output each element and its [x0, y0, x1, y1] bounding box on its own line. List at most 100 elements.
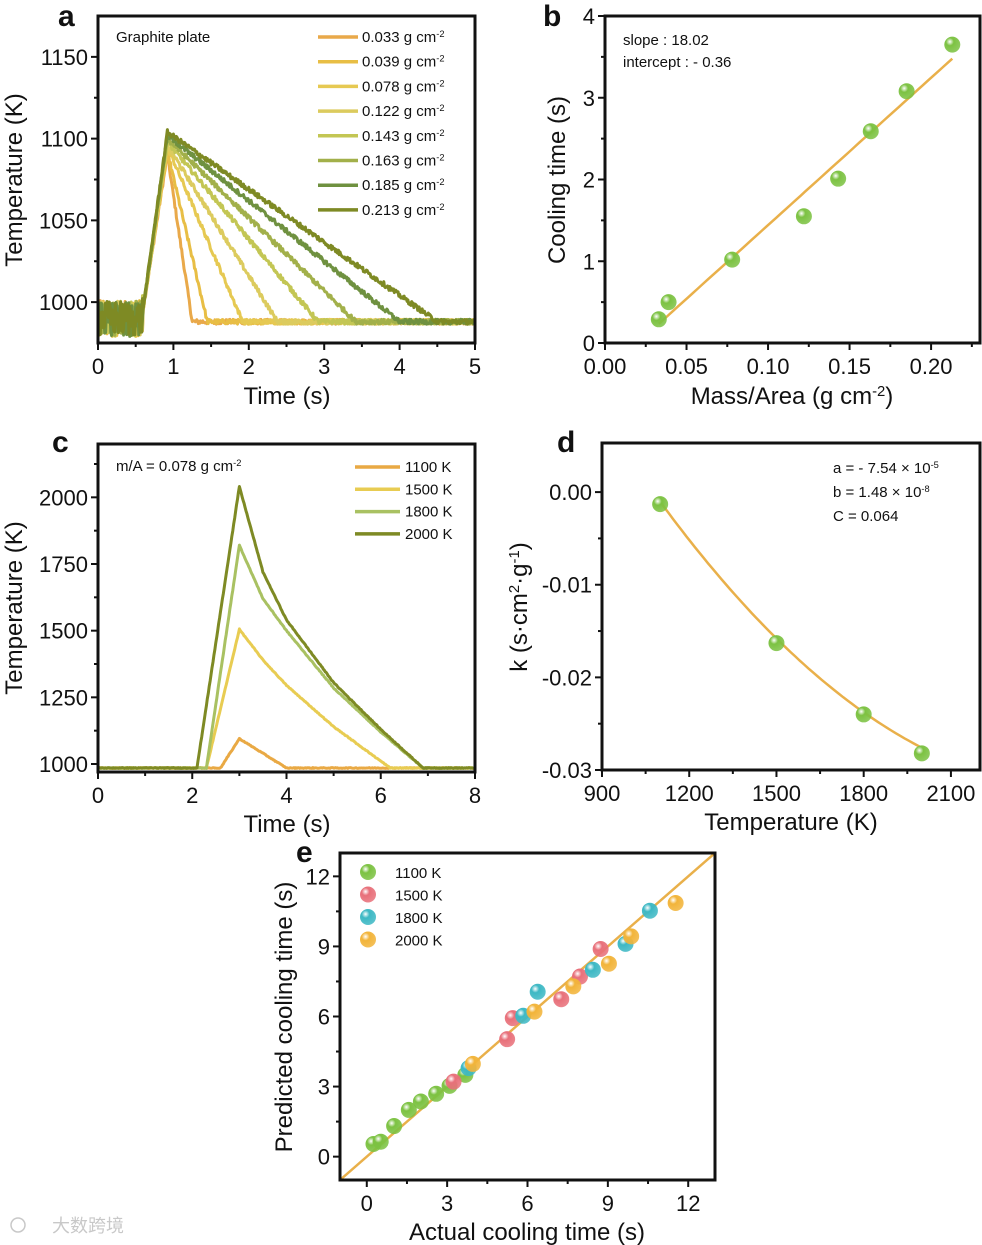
x-tick-label: 9 [602, 1191, 614, 1216]
data-point [667, 894, 684, 911]
x-tick-label: 3 [441, 1191, 453, 1216]
text-part: ) [506, 542, 533, 550]
y-axis-title: Temperature (K) [1, 93, 28, 266]
data-point [372, 1133, 389, 1150]
text-part: Actual cooling time (s) [409, 1219, 645, 1245]
legend-label: 0.185 g cm-2 [362, 177, 445, 194]
x-tick-label: 8 [469, 783, 481, 808]
data-point [795, 208, 812, 225]
text-part: Cooling time (s) [544, 96, 571, 264]
legend-label: 2000 K [405, 526, 453, 543]
data-point [584, 961, 601, 978]
data-point [600, 955, 617, 972]
data-point [898, 83, 915, 100]
fit-annotation: b = 1.48 × 10-8 [833, 484, 930, 501]
x-axis-title: Temperature (K) [704, 809, 877, 836]
data-point [855, 706, 872, 723]
series-line-7 [98, 128, 475, 337]
superscript: -2 [436, 202, 444, 212]
y-tick-label: 3 [583, 86, 595, 111]
text-part: 2000 K [405, 526, 453, 543]
x-tick-label: 12 [676, 1191, 700, 1216]
text-part: 1800 K [405, 504, 453, 521]
superscript: -2 [872, 384, 885, 400]
legend-label: 0.163 g cm-2 [362, 153, 445, 170]
legend-marker [360, 931, 376, 948]
data-point [641, 902, 658, 919]
text-part: ) [885, 383, 893, 410]
superscript: -2 [436, 153, 444, 163]
data-point [768, 635, 785, 652]
panel-a: a 0 1 2 3 4 5 1000 1050 1100 1150 Time (s) Temperatu… [1, 0, 481, 410]
text-part: Mass/Area (g cm [691, 383, 872, 410]
panel-e: e 0 3 6 9 12 0 3 6 9 12 Actual cooling time (s) Pred… [271, 836, 717, 1245]
watermark-logo: 大数跨境 [10, 1216, 124, 1236]
y-tick-label: -0.01 [542, 573, 592, 598]
panel-c: c 0 2 4 6 8 1000 1250 1500 1750 2000 Time (s) Temper… [1, 426, 481, 838]
y-axis-title: Cooling time (s) [544, 96, 571, 264]
legend-label: 0.078 g cm-2 [362, 78, 445, 95]
legend: 1100 K 1500 K 1800 K 2000 K [360, 864, 443, 950]
data-point [592, 940, 609, 957]
data-point [464, 1055, 481, 1072]
data-point [650, 311, 667, 328]
text-part: 0.143 g cm [362, 128, 436, 145]
data-point [400, 1101, 417, 1118]
watermark-text: 大数跨境 [52, 1216, 124, 1236]
legend-label: 0.033 g cm-2 [362, 29, 445, 46]
x-axis-title: Time (s) [243, 811, 330, 838]
text-part: 0.122 g cm [362, 103, 436, 120]
text-part: k (s·cm [506, 593, 533, 672]
x-axis-title: Actual cooling time (s) [409, 1219, 645, 1245]
panel-b: b 0.00 0.05 0.10 0.15 0.20 0 1 2 3 4 Mass/Area (g c… [543, 0, 982, 410]
y-tick-label: 2 [583, 168, 595, 193]
text-part: Temperature (K) [704, 809, 877, 836]
text-part: 0.213 g cm [362, 202, 436, 219]
y-tick-label: 2000 [39, 485, 88, 510]
y-tick-label: 1 [583, 249, 595, 274]
legend-label: 1500 K [395, 888, 443, 905]
panel-letter: c [52, 426, 69, 459]
legend-label: 0.039 g cm-2 [362, 54, 445, 71]
legend: 1100 K 1500 K 1800 K 2000 K [355, 459, 453, 543]
x-tick-label: 900 [584, 781, 621, 806]
text-part: ·g [506, 563, 533, 584]
x-tick-label: 5 [469, 354, 481, 379]
data-point [565, 978, 582, 995]
panel-d: d 900 1200 1500 1800 2100 0.00 -0.01 -0.02 -0.03 T… [506, 426, 982, 836]
x-tick-label: 3 [318, 354, 330, 379]
annotation: Graphite plate [116, 29, 210, 46]
superscript: -2 [436, 54, 444, 64]
plot-frame [603, 14, 982, 345]
panel-letter: b [543, 0, 561, 33]
y-tick-label: 1250 [39, 685, 88, 710]
y-tick-label: 0 [318, 1145, 330, 1170]
fit-annotation: intercept : - 0.36 [623, 54, 731, 71]
x-tick-label: 0 [361, 1191, 373, 1216]
x-axis-title: Time (s) [243, 383, 330, 410]
watermark-icon [10, 1217, 26, 1233]
y-tick-label: 1050 [39, 208, 88, 233]
data-point [445, 1073, 462, 1090]
data-point [529, 983, 546, 1000]
x-tick-label: 0.10 [747, 354, 790, 379]
text-part: b = 1.48 × 10 [833, 484, 921, 501]
text-part: 1500 K [405, 481, 453, 498]
y-tick-label: 1000 [39, 752, 88, 777]
panel-letter: d [557, 426, 575, 459]
data-point [428, 1085, 445, 1102]
x-tick-label: 0.05 [665, 354, 708, 379]
legend-label: 1100 K [395, 865, 441, 882]
y-tick-label: 1750 [39, 552, 88, 577]
x-tick-label: 1500 [752, 781, 801, 806]
superscript: -8 [921, 484, 929, 494]
data-point [913, 745, 930, 762]
text-part: C = 0.064 [833, 508, 898, 525]
text-part: 0.185 g cm [362, 177, 436, 194]
series-line-3 [98, 485, 475, 770]
data-point [862, 123, 879, 140]
x-tick-label: 0.15 [828, 354, 871, 379]
fit-annotation: slope : 18.02 [623, 32, 709, 49]
